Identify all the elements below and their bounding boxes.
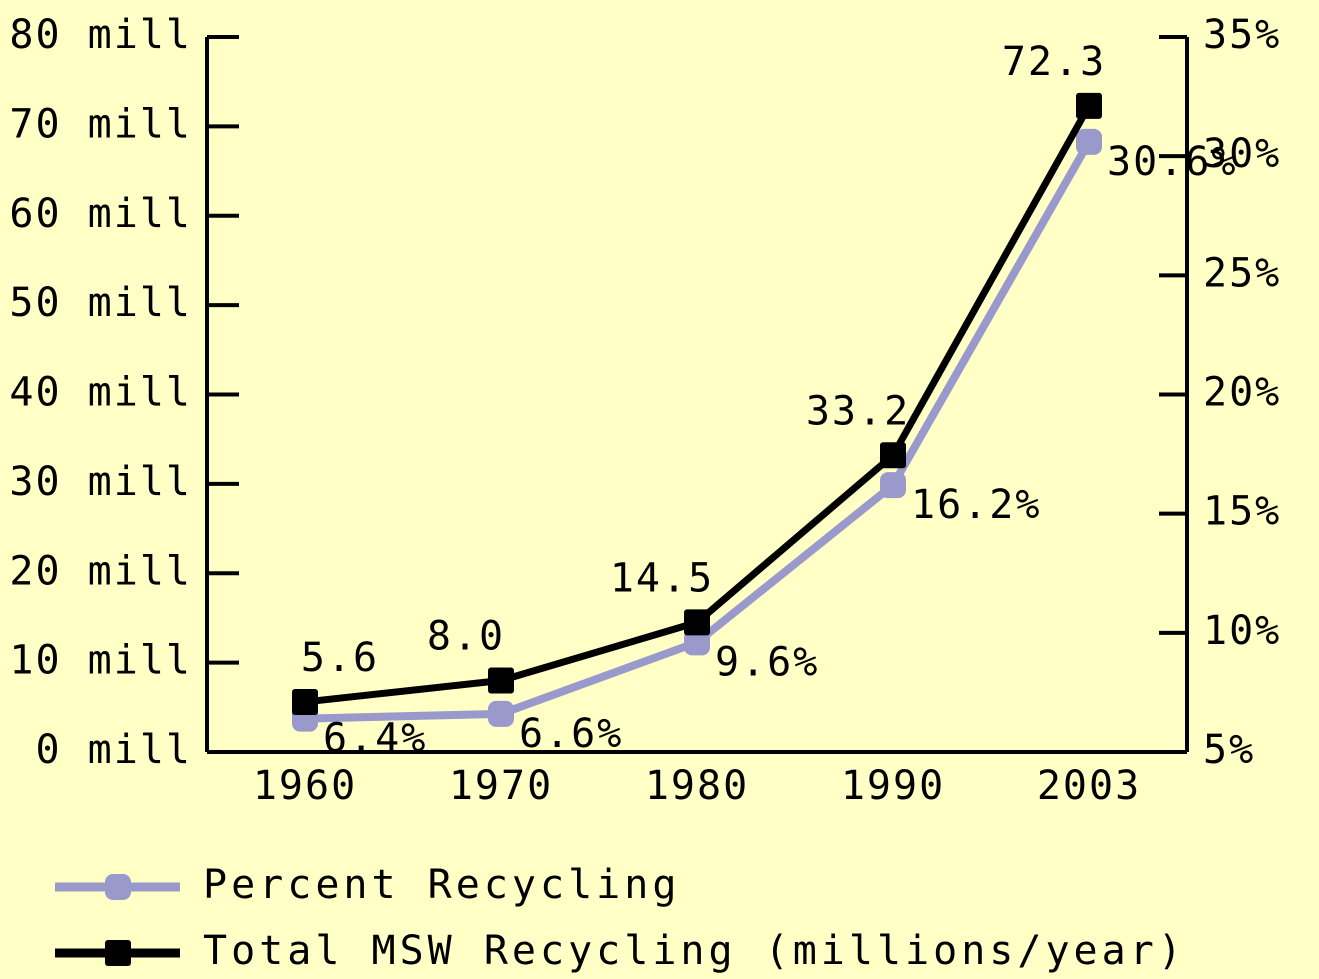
point-marker xyxy=(1076,92,1102,119)
data-label: 5.6 xyxy=(301,635,379,681)
legend-marker xyxy=(105,874,131,900)
point-marker xyxy=(684,629,710,656)
y2-tick-label: 25% xyxy=(1203,250,1281,296)
legend-marker xyxy=(105,940,131,966)
data-label: 14.5 xyxy=(610,555,714,601)
y2-tick-label: 5% xyxy=(1203,727,1255,773)
y-tick-label: 80 mill xyxy=(9,12,192,58)
y-tick-label: 40 mill xyxy=(9,370,192,416)
y-tick-label: 0 mill xyxy=(36,727,193,773)
x-tick-label: 1980 xyxy=(645,763,749,809)
y-tick-label: 60 mill xyxy=(9,191,192,237)
point-marker xyxy=(1076,128,1102,155)
point-marker xyxy=(488,667,514,694)
legend-label: Total MSW Recycling (millions/year) xyxy=(203,928,1186,974)
data-label: 30.6% xyxy=(1107,139,1237,185)
data-label: 33.2 xyxy=(806,388,910,434)
point-marker xyxy=(880,442,906,469)
point-marker xyxy=(880,472,906,499)
x-tick-label: 1960 xyxy=(253,763,357,809)
point-marker xyxy=(292,688,318,715)
data-label: 72.3 xyxy=(1002,39,1106,85)
y2-tick-label: 30% xyxy=(1203,131,1281,177)
data-label: 9.6% xyxy=(715,639,819,685)
y-tick-label: 70 mill xyxy=(9,101,192,147)
legend-label: Percent Recycling xyxy=(203,862,680,908)
x-tick-label: 2003 xyxy=(1037,763,1141,809)
y2-tick-label: 35% xyxy=(1203,12,1281,58)
x-tick-label: 1970 xyxy=(449,763,553,809)
data-label: 8.0 xyxy=(427,614,505,660)
y-tick-label: 50 mill xyxy=(9,280,192,326)
y-tick-label: 30 mill xyxy=(9,459,192,505)
point-marker xyxy=(488,700,514,727)
x-tick-label: 1990 xyxy=(841,763,945,809)
y2-tick-label: 15% xyxy=(1203,489,1281,535)
y2-tick-label: 20% xyxy=(1203,370,1281,416)
data-label: 6.4% xyxy=(323,716,427,762)
y2-tick-label: 10% xyxy=(1203,608,1281,654)
y-tick-label: 20 mill xyxy=(9,548,192,594)
data-label: 16.2% xyxy=(911,482,1041,528)
point-marker xyxy=(684,609,710,636)
data-label: 6.6% xyxy=(519,711,623,757)
y-tick-label: 10 mill xyxy=(9,638,192,684)
